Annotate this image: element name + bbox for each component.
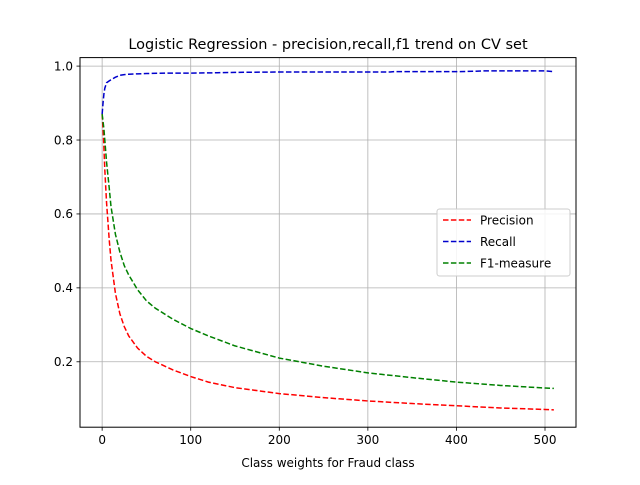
plot-frame (79, 57, 577, 428)
chart-title: Logistic Regression - precision,recall,f… (128, 37, 528, 53)
legend-label-recall: Recall (480, 235, 516, 249)
y-tick-label: 0.8 (54, 133, 73, 147)
x-tick-label: 500 (534, 433, 557, 447)
legend-label-precision: Precision (480, 213, 534, 227)
series-lines (101, 70, 554, 411)
series-line-precision (101, 114, 554, 411)
x-tick-label: 400 (445, 433, 468, 447)
x-tick-label: 100 (179, 433, 202, 447)
grid (80, 57, 576, 428)
legend-label-f1-measure: F1-measure (480, 256, 551, 270)
x-tick-label: 0 (98, 433, 106, 447)
y-tick-label: 1.0 (54, 59, 73, 73)
legend-box (436, 208, 571, 277)
x-axis-label: Class weights for Fraud class (241, 456, 414, 470)
x-tick-label: 200 (268, 433, 291, 447)
x-tick-label: 300 (356, 433, 379, 447)
legend: Precision Recall F1-measure (436, 208, 571, 277)
axis-ticks: 0 100 200 300 400 500 0.2 0.4 0.6 0.8 1.0 (54, 59, 557, 447)
y-tick-label: 0.4 (54, 281, 73, 295)
series-line-f1-measure (101, 114, 554, 390)
y-tick-label: 0.6 (54, 207, 73, 221)
series-line-recall (101, 70, 554, 115)
y-tick-label: 0.2 (54, 355, 73, 369)
